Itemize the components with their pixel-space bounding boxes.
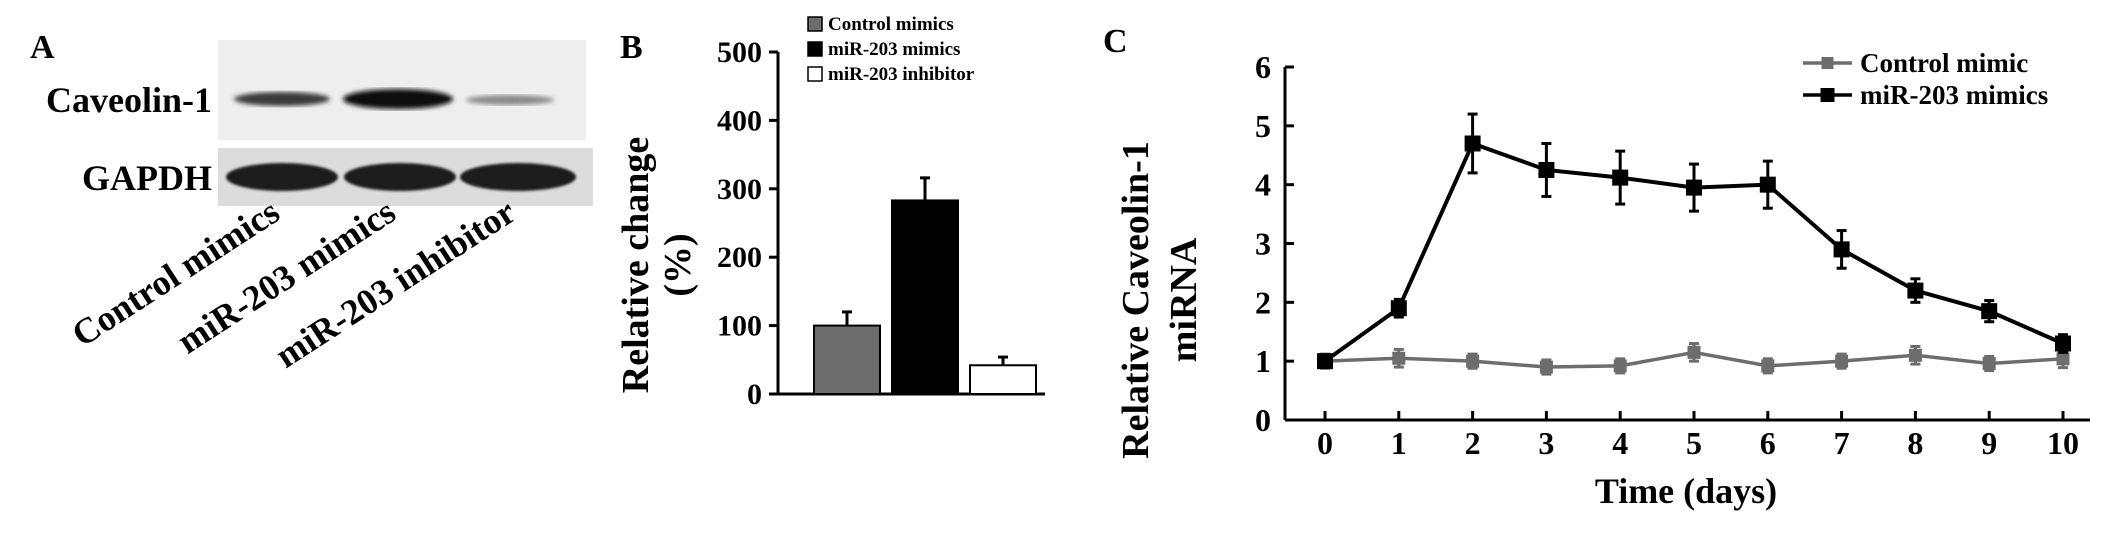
panel-b-ytick-label-4: 400 xyxy=(717,104,762,137)
blot-gapdh xyxy=(218,148,593,206)
panel-c-xtick-label-1: 1 xyxy=(1391,425,1407,461)
panel-c-ytick-label-0: 0 xyxy=(1255,402,1271,438)
panel-c: C Relative Caveolin-1 miRNA Time (days) … xyxy=(1103,23,2090,511)
band-caveolin-1 xyxy=(234,92,330,106)
panel-c-legend-label-0: Control mimic xyxy=(1860,48,2028,78)
panel-c-xtick-label-3: 3 xyxy=(1538,425,1554,461)
panel-a-label: A xyxy=(30,29,55,66)
panel-c-xtick-label-6: 6 xyxy=(1760,425,1776,461)
panel-b-legend: Control mimics miR-203 mimics miR-203 inhi… xyxy=(807,14,975,85)
band-caveolin-2 xyxy=(343,89,453,109)
blot-caveolin xyxy=(218,40,586,140)
band-gapdh-2 xyxy=(344,163,456,191)
panel-b-ytick-label-1: 100 xyxy=(717,310,762,343)
panel-c-ytick-label-1: 1 xyxy=(1255,343,1271,379)
panel-c-series xyxy=(1317,112,2071,376)
panel-c-ytick-label-6: 6 xyxy=(1255,49,1271,85)
panel-c-point-0-4 xyxy=(1613,359,1627,373)
panel-b-bar-0 xyxy=(813,324,881,396)
panel-b-ytick-label-3: 300 xyxy=(717,173,762,206)
panel-b: B Relative change (%) 0 100 200 300 400 500 C… xyxy=(615,14,1045,411)
panel-b-ylabel-line1: Relative change xyxy=(615,137,657,393)
row-label-caveolin: Caveolin-1 xyxy=(46,80,212,120)
panel-c-point-0-9 xyxy=(1982,357,1996,371)
panel-c-point-0-5 xyxy=(1687,345,1701,359)
panel-c-ytick-label-3: 3 xyxy=(1255,226,1271,262)
panel-b-ytick-label-0: 0 xyxy=(747,378,762,411)
panel-b-bar-2 xyxy=(969,364,1037,396)
panel-b-legend-label-1: miR-203 mimics xyxy=(828,39,960,60)
panel-c-xtick-label-4: 4 xyxy=(1612,425,1628,461)
panel-c-legend-marker-1 xyxy=(1820,88,1835,102)
panel-b-legend-label-0: Control mimics xyxy=(828,14,954,35)
panel-c-ytick-label-5: 5 xyxy=(1255,108,1271,144)
panel-c-point-0-7 xyxy=(1835,354,1849,368)
panel-c-point-1-2 xyxy=(1464,135,1481,152)
panel-a: A Caveolin-1 GAPDH Control mimics miR-20… xyxy=(30,29,593,376)
band-gapdh-3 xyxy=(460,163,576,191)
row-label-gapdh: GAPDH xyxy=(82,158,212,198)
panel-c-point-1-1 xyxy=(1390,300,1407,317)
panel-c-series-1 xyxy=(1317,112,2071,370)
panel-c-ylabel-line1: Relative Caveolin-1 xyxy=(1115,141,1157,459)
panel-b-ylabel-line2: (%) xyxy=(657,233,699,296)
panel-c-xtick-label-0: 0 xyxy=(1317,425,1333,461)
panel-c-point-1-0 xyxy=(1317,353,1333,370)
panel-c-legend-marker-0 xyxy=(1821,57,1834,69)
panel-c-xtick-label-7: 7 xyxy=(1834,425,1850,461)
panel-c-xlabel: Time (days) xyxy=(1595,471,1777,511)
panel-c-xtick-label-9: 9 xyxy=(1981,425,1997,461)
panel-c-ytick-label-4: 4 xyxy=(1255,167,1271,203)
panel-c-point-0-2 xyxy=(1466,354,1480,368)
panel-c-axes: 0 1 2 3 4 5 6 0 1 2 3 4 5 6 7 8 9 10 xyxy=(1255,49,2090,461)
panel-c-point-0-3 xyxy=(1539,360,1553,374)
panel-c-label: C xyxy=(1103,23,1128,60)
panel-b-label: B xyxy=(620,29,643,66)
panel-c-ylabel-line2: miRNA xyxy=(1163,237,1205,362)
panel-c-point-1-5 xyxy=(1686,179,1702,196)
panel-c-point-0-8 xyxy=(1908,348,1922,362)
panel-b-bars xyxy=(813,176,1037,396)
band-gapdh-1 xyxy=(226,163,338,191)
panel-b-ytick-label-2: 200 xyxy=(717,241,762,274)
panel-c-point-1-6 xyxy=(1759,176,1776,193)
panel-c-point-1-4 xyxy=(1612,169,1629,186)
panel-c-ytick-label-2: 2 xyxy=(1255,284,1271,320)
panel-c-point-0-10 xyxy=(2056,352,2070,366)
panel-c-point-0-1 xyxy=(1392,351,1406,365)
panel-b-legend-label-2: miR-203 inhibitor xyxy=(828,64,975,85)
panel-c-legend-label-1: miR-203 mimics xyxy=(1860,80,2048,110)
panel-b-legend-swatch-1 xyxy=(807,41,823,57)
panel-c-xtick-label-2: 2 xyxy=(1465,425,1481,461)
panel-c-point-1-9 xyxy=(1981,303,1998,320)
panel-b-ytick-label-5: 500 xyxy=(717,36,762,69)
panel-c-point-1-3 xyxy=(1538,161,1555,178)
panel-c-point-0-6 xyxy=(1761,359,1775,373)
panel-c-xtick-label-8: 8 xyxy=(1907,425,1923,461)
panel-b-bar-1 xyxy=(891,199,959,395)
panel-c-xtick-label-10: 10 xyxy=(2047,425,2079,461)
panel-b-legend-swatch-2 xyxy=(807,66,823,82)
panel-c-point-1-8 xyxy=(1907,282,1924,299)
panel-b-axes: 0 100 200 300 400 500 xyxy=(717,36,1045,411)
panel-c-series-0 xyxy=(1318,342,2070,376)
panel-c-xtick-label-5: 5 xyxy=(1686,425,1702,461)
panel-b-legend-swatch-0 xyxy=(807,16,823,32)
panel-c-point-1-7 xyxy=(1833,241,1850,258)
panel-c-point-1-10 xyxy=(2055,335,2071,352)
band-caveolin-3 xyxy=(466,95,554,105)
